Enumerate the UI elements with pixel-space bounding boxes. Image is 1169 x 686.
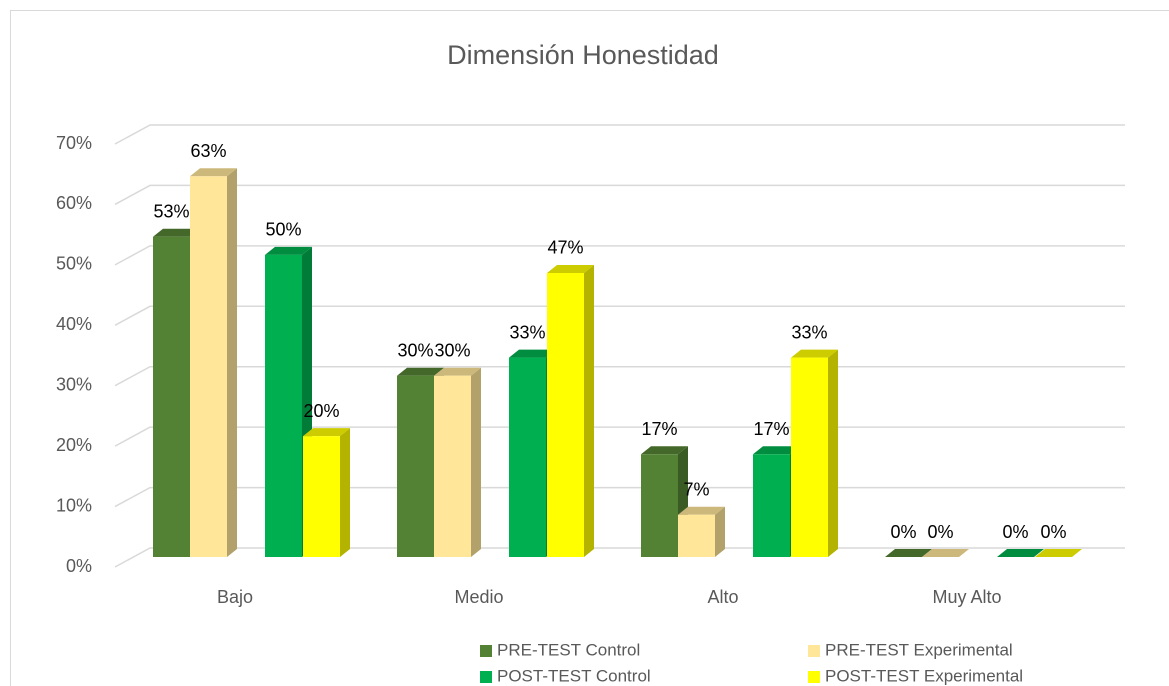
bar: [885, 549, 932, 557]
y-tick-label: 10%: [56, 495, 92, 515]
bar-front: [791, 357, 828, 557]
data-label: 30%: [397, 340, 433, 360]
legend-swatch: [480, 645, 492, 657]
x-tick-label: Bajo: [217, 587, 253, 607]
bar: [678, 506, 725, 557]
data-label: 0%: [1040, 522, 1066, 542]
bar-front: [265, 254, 302, 557]
bar-front: [397, 375, 434, 557]
data-label: 50%: [265, 220, 301, 240]
bar: [265, 246, 312, 557]
data-label: 47%: [547, 238, 583, 258]
bar-side: [227, 168, 237, 558]
bar-side: [584, 264, 594, 557]
bar-front: [753, 454, 790, 557]
bar: [190, 168, 237, 558]
x-tick-label: Medio: [454, 587, 503, 607]
bar-top: [303, 428, 350, 437]
bar: [922, 549, 969, 557]
bar-front: [547, 272, 584, 557]
bar: [791, 349, 838, 557]
grid-line: [114, 124, 1125, 145]
bar-front: [153, 236, 190, 557]
y-tick-label: 40%: [56, 314, 92, 334]
bar: [997, 549, 1044, 557]
legend-swatch: [480, 671, 492, 683]
bar-side: [715, 506, 725, 557]
data-label: 17%: [753, 419, 789, 439]
bar: [434, 367, 481, 557]
legend-label: PRE-TEST Control: [497, 640, 640, 659]
bar-top: [885, 549, 932, 557]
bar-top: [190, 168, 237, 177]
grid-line: [114, 245, 1125, 266]
bar-top: [397, 367, 444, 376]
bar-top: [997, 549, 1044, 557]
grid-line: [114, 184, 1125, 206]
bar-top: [641, 446, 688, 455]
data-label: 33%: [509, 322, 545, 342]
bar-top: [753, 446, 800, 455]
bar-front: [641, 454, 678, 557]
bar-front: [509, 357, 546, 557]
grid-line: [114, 305, 1125, 326]
y-tick-label: 50%: [56, 254, 92, 274]
bar-top: [678, 506, 725, 515]
bar-front: [434, 375, 471, 557]
bar-side: [828, 349, 838, 557]
legend-swatch: [808, 645, 820, 657]
data-label: 0%: [927, 522, 953, 542]
x-tick-label: Alto: [707, 587, 738, 607]
bar-front: [678, 514, 715, 557]
data-label: 0%: [1002, 522, 1028, 542]
chart-title: Dimensión Honestidad: [447, 40, 719, 70]
legend-label: POST-TEST Control: [497, 666, 651, 685]
data-label: 0%: [890, 522, 916, 542]
bar-top: [153, 228, 200, 237]
y-tick-label: 60%: [56, 193, 92, 213]
bar-front: [303, 436, 340, 557]
x-tick-label: Muy Alto: [932, 587, 1001, 607]
data-label: 20%: [303, 401, 339, 421]
bar-top: [922, 549, 969, 557]
y-tick-label: 70%: [56, 133, 92, 153]
data-label: 17%: [641, 419, 677, 439]
legend-label: POST-TEST Experimental: [825, 666, 1023, 685]
legend-label: PRE-TEST Experimental: [825, 640, 1013, 659]
bar-side: [471, 367, 481, 557]
data-label: 33%: [791, 322, 827, 342]
y-tick-label: 0%: [66, 556, 92, 576]
data-label: 30%: [434, 340, 470, 360]
bar-top: [509, 349, 556, 358]
data-label: 7%: [683, 479, 709, 499]
bar: [547, 264, 594, 557]
y-tick-label: 30%: [56, 374, 92, 394]
bar-top: [1035, 549, 1082, 557]
bar-top: [547, 264, 594, 273]
data-label: 63%: [190, 141, 226, 161]
bar: [1035, 549, 1082, 557]
data-label: 53%: [153, 201, 189, 221]
bar-side: [340, 428, 350, 557]
bar-top: [265, 246, 312, 255]
bar: [303, 428, 350, 557]
bar-top: [434, 367, 481, 376]
bar-top: [791, 349, 838, 358]
legend-swatch: [808, 671, 820, 683]
bar-front: [190, 176, 227, 558]
y-tick-label: 20%: [56, 435, 92, 455]
